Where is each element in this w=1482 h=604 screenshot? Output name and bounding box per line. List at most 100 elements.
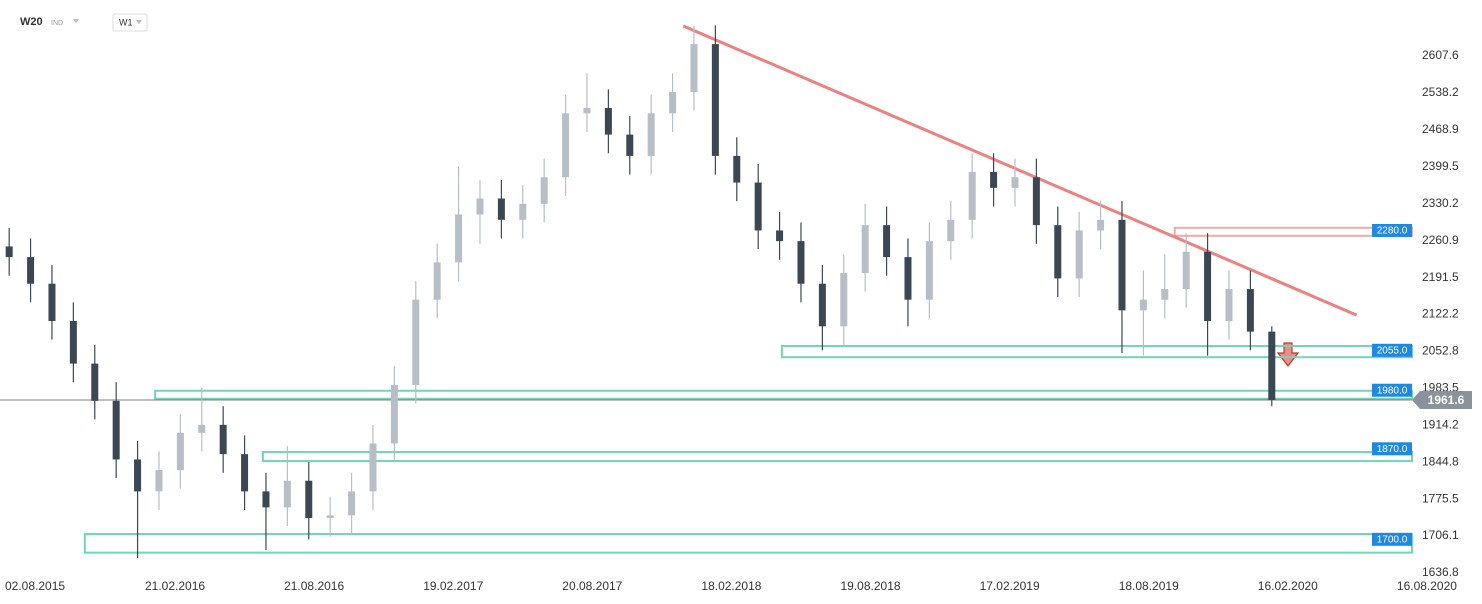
candle-body (112, 400, 120, 460)
level-tag-bg (1372, 532, 1412, 546)
candle-body (27, 257, 35, 284)
interval: W1 (119, 17, 133, 27)
candle-body (1204, 251, 1212, 321)
x-tick-label: 19.08.2018 (840, 579, 900, 593)
candle-body (390, 384, 398, 444)
candle-body (540, 177, 548, 204)
x-tick-label: 18.08.2019 (1119, 579, 1179, 593)
market: IND (51, 20, 63, 27)
x-tick-label: 21.02.2016 (145, 579, 205, 593)
symbol: W20 (20, 16, 43, 28)
candle-body (562, 113, 570, 178)
candle-body (48, 283, 56, 321)
x-tick-label: 18.02.2018 (701, 579, 761, 593)
level-zone (780, 345, 1413, 359)
candle-body (1246, 289, 1254, 332)
x-tick-label: 21.08.2016 (284, 579, 344, 593)
candle-body (583, 107, 591, 114)
candle-body (412, 299, 420, 385)
candle-body (1118, 219, 1126, 311)
down-arrow (1276, 342, 1300, 367)
candle-body (1268, 331, 1276, 401)
y-tick-label: 2330.2 (1422, 196, 1459, 210)
candle-body (904, 257, 912, 300)
x-tick-label: 16.08.2020 (1397, 579, 1457, 593)
candle-body (91, 363, 99, 401)
candle-body (1011, 177, 1019, 188)
level-tag: 1980.0 (1377, 385, 1408, 396)
candle-body (990, 171, 998, 188)
symbol-dropdown[interactable] (73, 19, 79, 23)
level-tag: 1700.0 (1377, 534, 1408, 545)
candle-body (241, 454, 249, 492)
candle-body (348, 491, 356, 516)
candle-body (1139, 299, 1147, 311)
candle-body (647, 113, 655, 156)
y-tick-label: 1636.8 (1422, 565, 1459, 579)
candle-body (925, 241, 933, 300)
candle-body (626, 134, 634, 156)
candle-body (1097, 219, 1105, 231)
y-tick-label: 1914.2 (1422, 417, 1459, 431)
y-tick-label: 1844.8 (1422, 454, 1459, 468)
candle-body (754, 182, 762, 231)
level-tag-bg (1372, 383, 1412, 397)
candle-body (669, 92, 677, 114)
x-tick-label: 16.02.2020 (1258, 579, 1318, 593)
level-tag-bg (1372, 442, 1412, 456)
x-tick-label: 17.02.2019 (980, 579, 1040, 593)
level-zone (83, 532, 1414, 554)
y-tick-label: 2468.9 (1422, 122, 1459, 136)
candle-body (455, 214, 463, 263)
candle-body (1054, 225, 1062, 279)
level-zone (154, 389, 1413, 400)
x-tick-label: 19.02.2017 (423, 579, 483, 593)
y-tick-label: 2260.9 (1422, 233, 1459, 247)
candle-body (1032, 177, 1040, 226)
y-tick-label: 2122.2 (1422, 307, 1459, 321)
candle-body (1161, 289, 1169, 300)
y-tick-label: 2538.2 (1422, 85, 1459, 99)
candle-body (69, 320, 77, 364)
level-tag: 2055.0 (1377, 345, 1408, 356)
candle-body (176, 432, 184, 471)
interval-dropdown (136, 20, 142, 24)
y-tick-label: 2399.5 (1422, 159, 1459, 173)
candle-body (947, 219, 955, 242)
y-tick-label: 1706.1 (1422, 528, 1459, 542)
level-tag: 1870.0 (1377, 444, 1408, 455)
y-tick-label: 2191.5 (1422, 270, 1459, 284)
candle-body (711, 44, 719, 156)
candle-body (1182, 251, 1190, 290)
candle-body (519, 203, 527, 220)
level-tag: 2280.0 (1377, 226, 1408, 237)
interval-box[interactable] (112, 13, 148, 32)
last-price-tag-bg (1412, 391, 1472, 410)
level-tag-bg (1372, 343, 1412, 357)
candle-body (776, 230, 784, 242)
candle-body (861, 225, 869, 274)
candle-body (733, 155, 741, 183)
candle-body (5, 246, 13, 258)
candle-body (134, 459, 142, 492)
candle-body (1075, 230, 1083, 279)
candle-body (797, 241, 805, 284)
y-tick-label: 2607.6 (1422, 48, 1459, 62)
x-tick-label: 20.08.2017 (562, 579, 622, 593)
x-tick-label: 02.08.2015 (5, 579, 65, 593)
candle-body (883, 225, 891, 258)
candle-body (219, 424, 227, 455)
level-zone (261, 450, 1413, 463)
candle-body (1225, 289, 1233, 321)
candle-body (818, 283, 826, 327)
candle-body (433, 262, 441, 300)
candle-body (155, 470, 163, 492)
candle-body (198, 424, 206, 433)
candle-body (369, 443, 377, 492)
candle-body (604, 107, 612, 135)
y-tick-label: 1775.5 (1422, 491, 1459, 505)
y-tick-label: 2052.8 (1422, 344, 1459, 358)
trendline (682, 24, 1358, 317)
candle-body (497, 198, 505, 220)
